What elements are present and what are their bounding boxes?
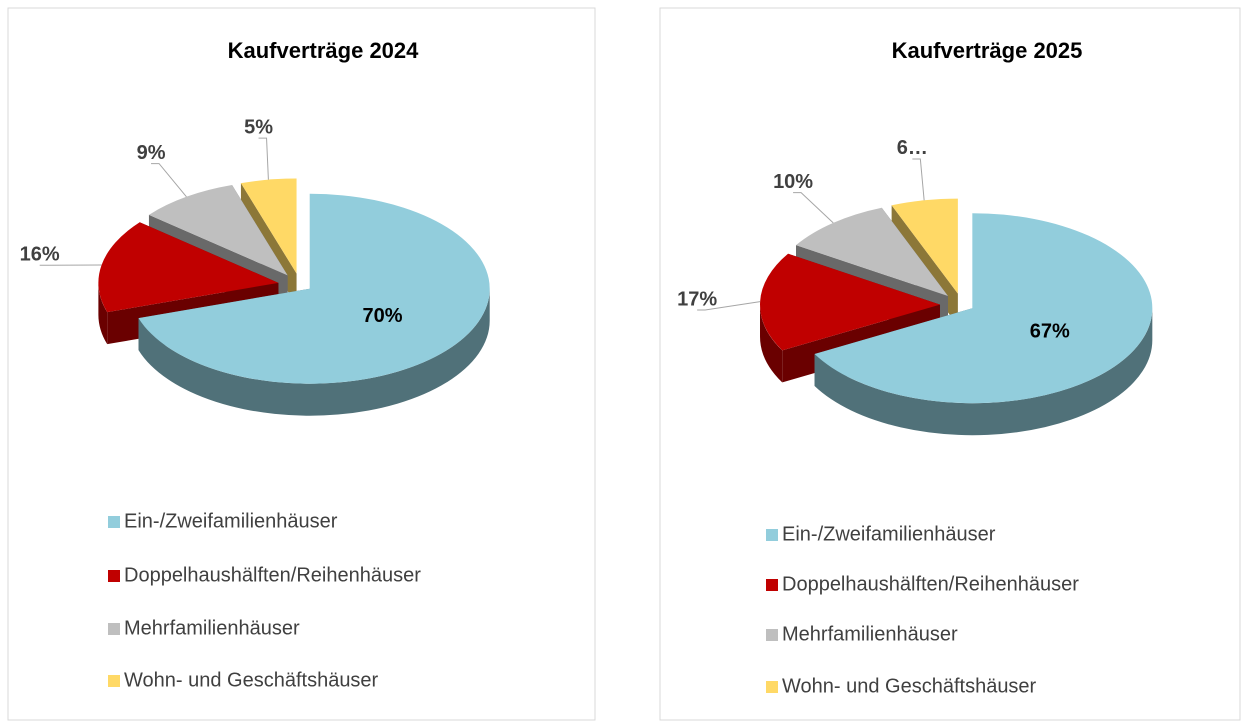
data-label: 70% bbox=[363, 305, 403, 327]
slice bbox=[148, 185, 288, 276]
slice bbox=[814, 213, 1153, 404]
panel-border bbox=[7, 7, 596, 721]
legend-marker bbox=[108, 623, 120, 635]
legend-label: Mehrfamilienhäuser bbox=[124, 617, 300, 639]
data-label: 5% bbox=[244, 116, 273, 138]
slice bbox=[138, 193, 490, 384]
data-label: 6… bbox=[897, 137, 928, 159]
legend-label: Ein-/Zweifamilienhäuser bbox=[782, 523, 996, 545]
legend-marker bbox=[108, 675, 120, 687]
slice-wall bbox=[98, 282, 108, 345]
slice bbox=[760, 253, 941, 351]
chart-title: Kaufverträge 2025 bbox=[892, 38, 1083, 63]
legend-marker bbox=[108, 570, 120, 582]
slice bbox=[98, 222, 279, 313]
legend-marker bbox=[766, 681, 778, 693]
slice-wall bbox=[760, 304, 783, 383]
data-label: 9% bbox=[137, 142, 166, 164]
legend-label: Doppelhaushälften/Reihenhäuser bbox=[124, 564, 421, 586]
data-label: 10% bbox=[773, 171, 813, 193]
slice bbox=[795, 207, 948, 297]
slice bbox=[240, 178, 297, 274]
data-label: 67% bbox=[1030, 321, 1070, 343]
legend-marker bbox=[108, 516, 120, 528]
leader-line bbox=[258, 137, 269, 180]
panel-border bbox=[659, 7, 1241, 721]
slice-wall bbox=[814, 308, 1153, 436]
legend-label: Wohn- und Geschäftshäuser bbox=[782, 675, 1037, 697]
legend-marker bbox=[766, 629, 778, 641]
legend-label: Wohn- und Geschäftshäuser bbox=[124, 669, 379, 691]
legend-label: Mehrfamilienhäuser bbox=[782, 623, 958, 645]
data-label: 16% bbox=[20, 244, 60, 266]
legend-marker bbox=[766, 579, 778, 591]
slice-wall bbox=[138, 288, 490, 416]
leader-line bbox=[697, 301, 761, 311]
legend-marker bbox=[766, 529, 778, 541]
leader-line bbox=[912, 158, 925, 201]
leader-line bbox=[793, 192, 834, 224]
legend-label: Doppelhaushälften/Reihenhäuser bbox=[782, 573, 1079, 595]
data-label: 17% bbox=[677, 288, 717, 310]
leader-line bbox=[151, 163, 187, 198]
legend-label: Ein-/Zweifamilienhäuser bbox=[124, 510, 338, 532]
chart-title: Kaufverträge 2024 bbox=[228, 38, 420, 63]
slice bbox=[891, 198, 958, 294]
